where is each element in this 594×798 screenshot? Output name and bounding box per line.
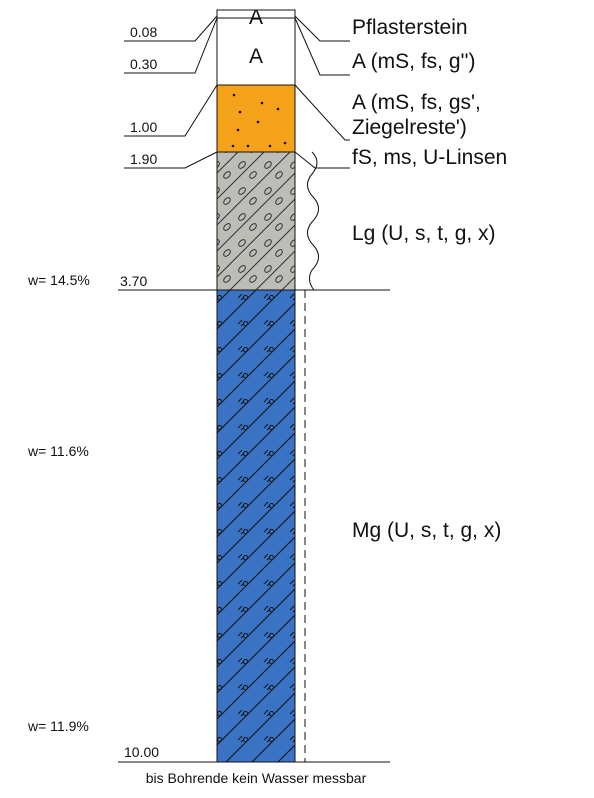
layer-description: fS, ms, U-Linsen xyxy=(352,146,507,169)
layer-description: A (mS, fs, g'') xyxy=(352,50,476,73)
depth-label: 0.30 xyxy=(130,56,157,72)
water-content: w= 14.5% xyxy=(27,272,90,288)
layer-symbol: A xyxy=(249,45,263,68)
depth-label: 10.00 xyxy=(124,744,159,760)
layer-description: Pflasterstein xyxy=(352,16,468,39)
layer-description: Lg (U, s, t, g, x) xyxy=(352,222,496,245)
depth-label: 0.08 xyxy=(130,24,157,40)
description-leaders xyxy=(295,16,350,168)
layer-description: Ziegelreste') xyxy=(352,116,467,139)
layer-description: Mg (U, s, t, g, x) xyxy=(352,519,501,542)
depth-label: 3.70 xyxy=(120,273,147,289)
footer-note: bis Bohrende kein Wasser messbar xyxy=(146,770,367,786)
borehole-log: A A 0.08 0.30 1.00 1.90 3.70 10.00 Pflas… xyxy=(0,0,594,798)
water-content: w= 11.9% xyxy=(27,718,89,734)
depth-label: 1.90 xyxy=(130,151,157,167)
layer-symbol: A xyxy=(249,6,263,29)
wavy-line xyxy=(307,152,318,290)
depth-label: 1.00 xyxy=(130,119,157,135)
layer-description: A (mS, fs, gs', xyxy=(352,91,481,114)
page: A A 0.08 0.30 1.00 1.90 3.70 10.00 Pflas… xyxy=(0,0,594,798)
column xyxy=(217,10,319,762)
water-content: w= 11.6% xyxy=(27,443,89,459)
